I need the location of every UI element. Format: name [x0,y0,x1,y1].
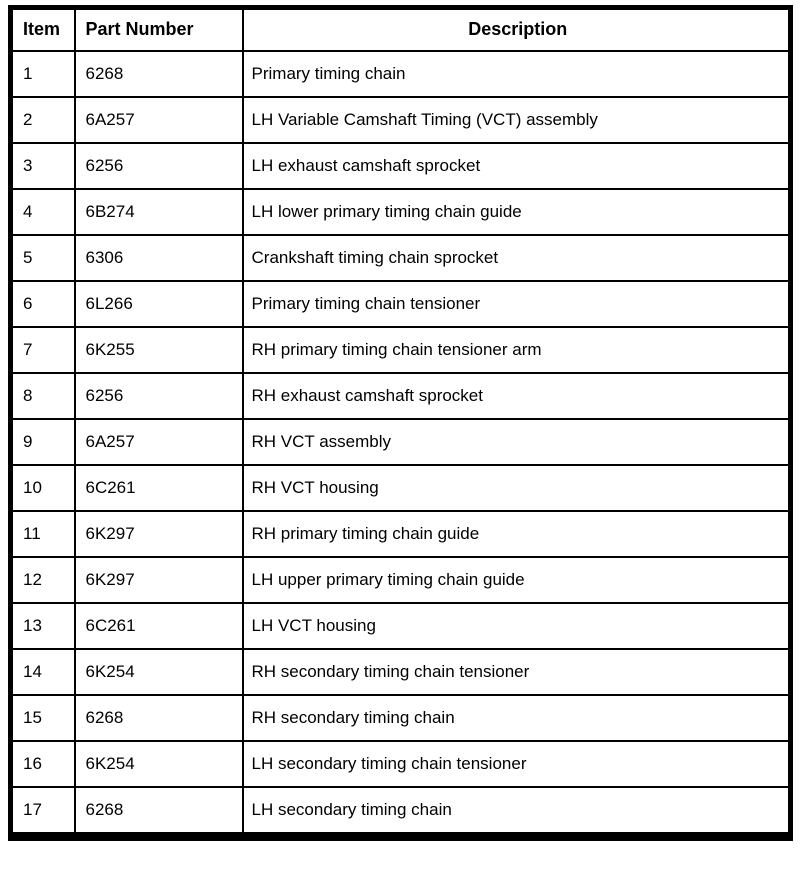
description-cell: LH lower primary timing chain guide [241,188,792,236]
document-page: Item Part Number Description 1 6268 Primar… [8,5,793,841]
item-cell: 2 [9,96,76,144]
item-cell: 14 [9,648,76,696]
part-number-cell: 6K297 [73,510,244,558]
part-number-cell: 6268 [73,50,244,98]
table-row: 5 6306 Crankshaft timing chain sprocket [9,234,792,282]
part-number-cell: 6268 [73,694,244,742]
item-cell: 6 [9,280,76,328]
description-cell: LH secondary timing chain [241,786,792,838]
description-cell: LH upper primary timing chain guide [241,556,792,604]
part-number-cell: 6256 [73,142,244,190]
table-row: 15 6268 RH secondary timing chain [9,694,792,742]
item-cell: 10 [9,464,76,512]
part-number-cell: 6A257 [73,96,244,144]
description-cell: Primary timing chain [241,50,792,98]
item-cell: 3 [9,142,76,190]
description-cell: RH primary timing chain guide [241,510,792,558]
part-number-cell: 6K255 [73,326,244,374]
part-number-cell: 6K254 [73,740,244,788]
table-row: 14 6K254 RH secondary timing chain tension… [9,648,792,696]
item-cell: 7 [9,326,76,374]
table-row: 3 6256 LH exhaust camshaft sprocket [9,142,792,190]
description-cell: RH VCT housing [241,464,792,512]
item-cell: 12 [9,556,76,604]
item-cell: 16 [9,740,76,788]
table-header: Item Part Number Description [9,6,792,52]
table-row: 11 6K297 RH primary timing chain guide [9,510,792,558]
table-row: 8 6256 RH exhaust camshaft sprocket [9,372,792,420]
table-row: 17 6268 LH secondary timing chain [9,786,792,838]
description-cell: RH primary timing chain tensioner arm [241,326,792,374]
description-cell: RH secondary timing chain tensioner [241,648,792,696]
part-number-cell: 6C261 [73,464,244,512]
part-number-cell: 6K297 [73,556,244,604]
description-cell: RH VCT assembly [241,418,792,466]
item-cell: 17 [9,786,76,838]
item-cell: 4 [9,188,76,236]
table-row: 12 6K297 LH upper primary timing chain gui… [9,556,792,604]
table-row: 16 6K254 LH secondary timing chain tension… [9,740,792,788]
table-row: 13 6C261 LH VCT housing [9,602,792,650]
description-cell: LH secondary timing chain tensioner [241,740,792,788]
description-cell: RH exhaust camshaft sprocket [241,372,792,420]
table-row: 1 6268 Primary timing chain [9,50,792,98]
description-cell: LH exhaust camshaft sprocket [241,142,792,190]
part-number-cell: 6L266 [73,280,244,328]
part-number-cell: 6K254 [73,648,244,696]
item-cell: 9 [9,418,76,466]
header-description: Description [241,6,792,52]
item-cell: 15 [9,694,76,742]
table-body: 1 6268 Primary timing chain 2 6A257 LH Variab… [9,50,792,838]
description-cell: Crankshaft timing chain sprocket [241,234,792,282]
header-part-number: Part Number [73,6,244,52]
parts-list-table: Item Part Number Description 1 6268 Primar… [8,5,793,841]
item-cell: 5 [9,234,76,282]
item-cell: 11 [9,510,76,558]
item-cell: 8 [9,372,76,420]
part-number-cell: 6A257 [73,418,244,466]
description-cell: Primary timing chain tensioner [241,280,792,328]
header-row: Item Part Number Description [9,6,792,52]
part-number-cell: 6268 [73,786,244,838]
item-cell: 13 [9,602,76,650]
item-cell: 1 [9,50,76,98]
table-row: 6 6L266 Primary timing chain tensioner [9,280,792,328]
description-cell: RH secondary timing chain [241,694,792,742]
part-number-cell: 6306 [73,234,244,282]
description-cell: LH VCT housing [241,602,792,650]
part-number-cell: 6C261 [73,602,244,650]
table-row: 9 6A257 RH VCT assembly [9,418,792,466]
part-number-cell: 6B274 [73,188,244,236]
description-cell: LH Variable Camshaft Timing (VCT) assemb… [241,96,792,144]
table-row: 4 6B274 LH lower primary timing chain guid… [9,188,792,236]
header-item: Item [9,6,76,52]
table-row: 2 6A257 LH Variable Camshaft Timing (VCT) … [9,96,792,144]
part-number-cell: 6256 [73,372,244,420]
table-row: 7 6K255 RH primary timing chain tensioner … [9,326,792,374]
table-row: 10 6C261 RH VCT housing [9,464,792,512]
